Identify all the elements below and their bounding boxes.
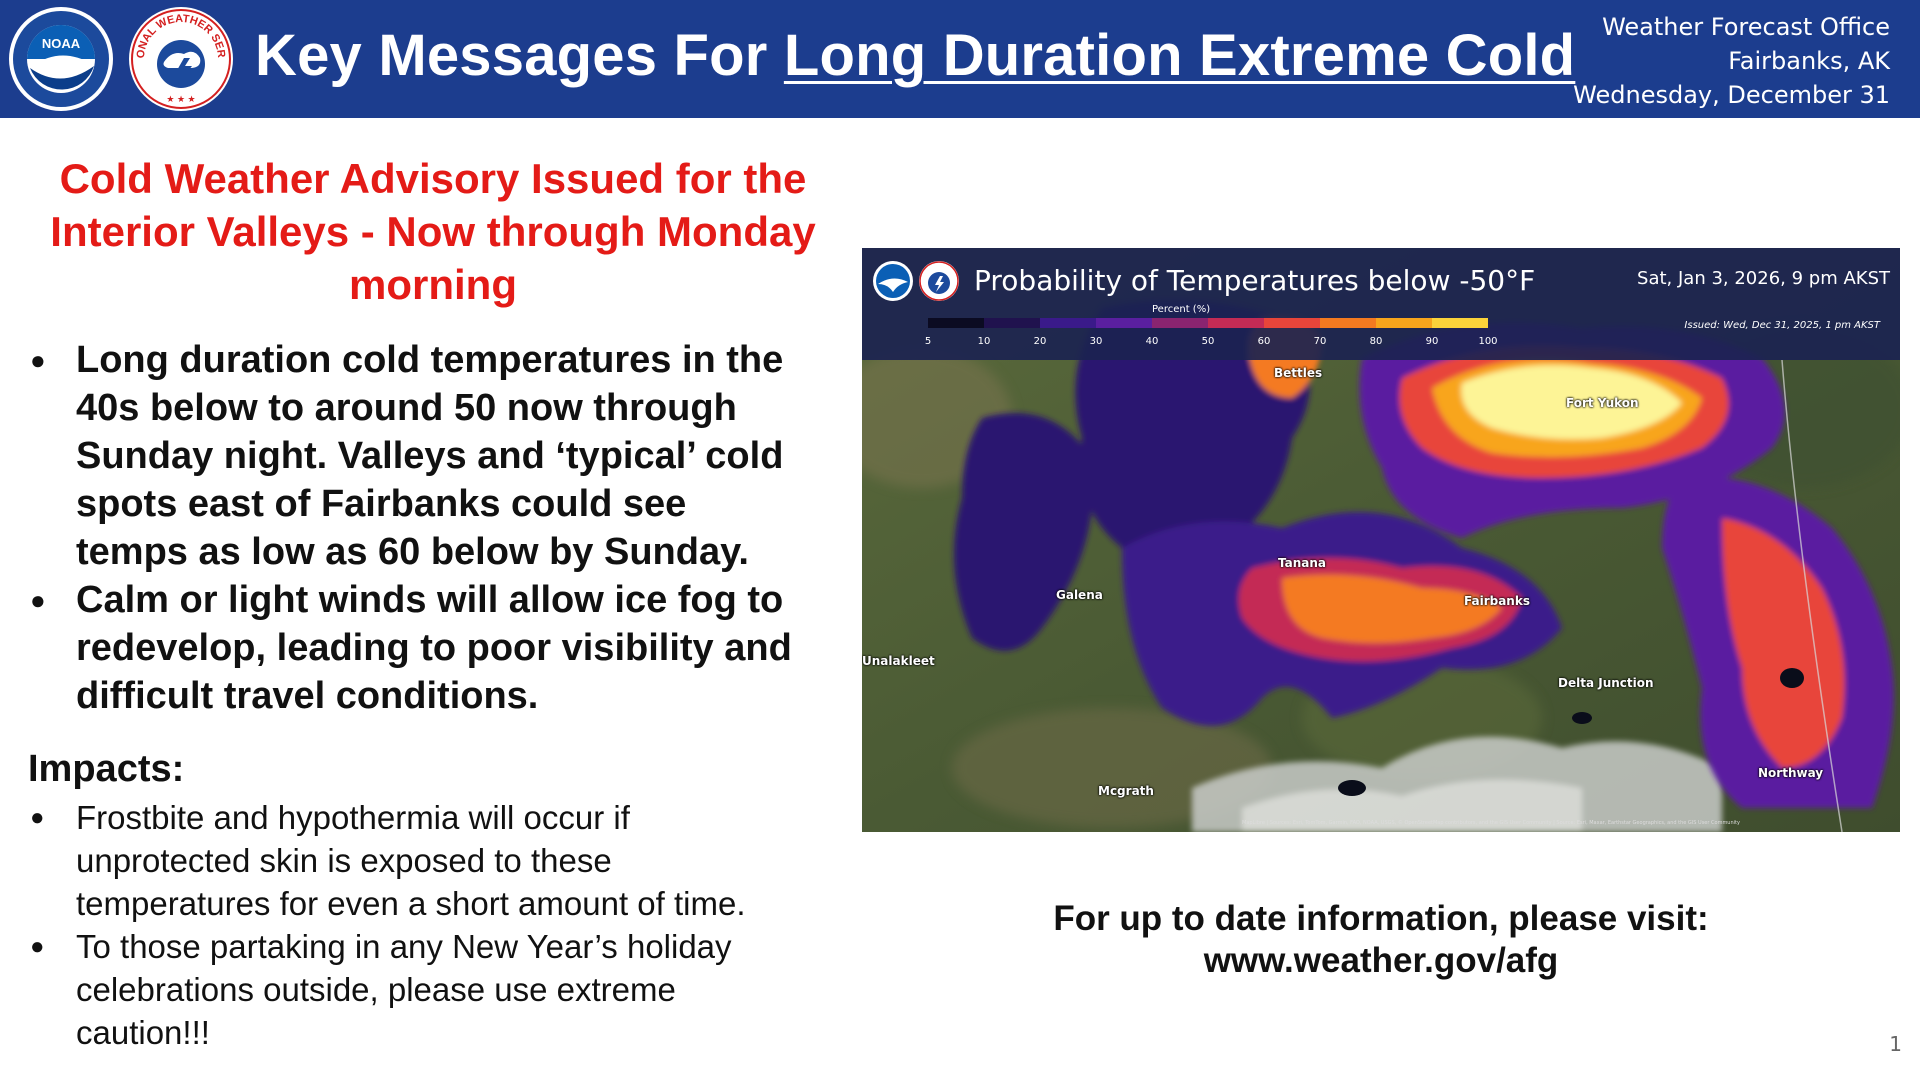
office-location: Fairbanks, AK: [1728, 47, 1890, 75]
key-message-item: Long duration cold temperatures in the 4…: [28, 336, 850, 576]
map-noaa-logo: [873, 261, 913, 301]
map-issued-time: Issued: Wed, Dec 31, 2025, 1 pm AKST: [1684, 320, 1880, 331]
city-label-northway: Northway: [1758, 766, 1824, 780]
city-label-tanana: Tanana: [1278, 556, 1327, 570]
legend-tick: 80: [1369, 336, 1383, 347]
legend-label: Percent (%): [1152, 304, 1211, 315]
noaa-logo: NOAA: [9, 7, 113, 111]
office-name: Weather Forecast Office: [1602, 13, 1890, 41]
legend-tick: 5: [924, 336, 932, 347]
probability-map: Probability of Temperatures below -50°F …: [862, 248, 1900, 832]
map-attribution: MapLibre | Sources: Esri, TomTom, Garmin…: [1242, 820, 1740, 826]
key-message-item: Calm or light winds will allow ice fog t…: [28, 576, 850, 720]
legend-tick: 100: [1478, 336, 1498, 347]
legend-tick: 30: [1089, 336, 1103, 347]
issue-date: Wednesday, December 31: [1573, 81, 1890, 109]
legend-tick: 50: [1201, 336, 1215, 347]
city-label-unalakleet: Unalakleet: [862, 654, 935, 668]
page-title: Key Messages For Long Duration Extreme C…: [255, 23, 1576, 88]
city-label-mcgrath: Mcgrath: [1098, 784, 1154, 798]
page-number: 1: [1889, 1032, 1902, 1056]
impact-item: Frostbite and hypothermia will occur if …: [28, 796, 850, 925]
map-title: Probability of Temperatures below -50°F: [974, 264, 1536, 297]
impacts-list: Frostbite and hypothermia will occur if …: [28, 796, 850, 1054]
svg-text:NOAA: NOAA: [42, 36, 81, 51]
map-nws-logo: [919, 261, 959, 301]
visit-info: For up to date information, please visit…: [862, 898, 1900, 982]
legend-tick: 40: [1145, 336, 1159, 347]
city-label-galena: Galena: [1056, 588, 1103, 602]
city-label-bettles: Bettles: [1274, 366, 1323, 380]
city-label-fort-yukon: Fort Yukon: [1566, 396, 1639, 410]
city-label-delta-junction: Delta Junction: [1558, 676, 1654, 690]
office-info: Weather Forecast Office Fairbanks, AK We…: [1573, 10, 1890, 112]
map-valid-time: Sat, Jan 3, 2026, 9 pm AKST: [1637, 268, 1890, 289]
website-link[interactable]: www.weather.gov/afg: [1203, 941, 1559, 980]
svg-text:★ ★ ★: ★ ★ ★: [166, 94, 195, 104]
impact-item: To those partaking in any New Year’s hol…: [28, 925, 850, 1054]
legend-bar: [928, 318, 1488, 328]
impacts-heading: Impacts:: [28, 748, 185, 790]
legend-tick: 70: [1313, 336, 1327, 347]
legend-tick: 90: [1425, 336, 1439, 347]
city-label-fairbanks: Fairbanks: [1464, 594, 1530, 608]
legend-tick: 60: [1257, 336, 1271, 347]
nws-logo: NATIONAL WEATHER SERVICE ★ ★ ★: [128, 6, 233, 111]
visit-text: For up to date information, please visit…: [1053, 899, 1709, 938]
legend-tick: 20: [1033, 336, 1047, 347]
map-graphic: [862, 248, 1900, 832]
advisory-headline: Cold Weather Advisory Issued for the Int…: [50, 155, 816, 308]
legend-tick: 10: [977, 336, 991, 347]
key-messages-list: Long duration cold temperatures in the 4…: [28, 336, 850, 720]
header-bar: NOAA NATIONAL WEATHER SERVICE ★ ★ ★ Key …: [0, 0, 1920, 118]
